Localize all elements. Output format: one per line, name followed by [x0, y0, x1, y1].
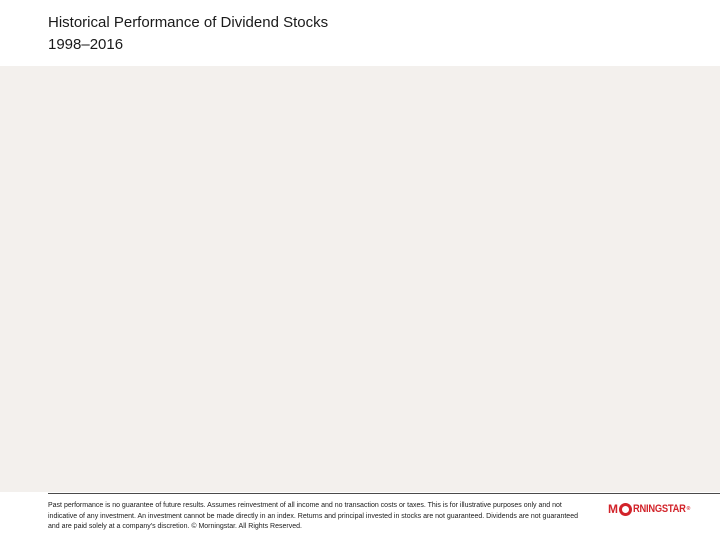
disclaimer-text: Past performance is no guarantee of futu…	[48, 502, 578, 530]
chart-area-placeholder	[0, 66, 720, 492]
page-title: Historical Performance of Dividend Stock…	[48, 14, 329, 31]
logo-letter-m: M	[608, 502, 618, 516]
logo-o-icon	[618, 502, 632, 516]
logo-trademark: ®	[686, 506, 691, 512]
slide-header: Historical Performance of Dividend Stock…	[0, 0, 720, 66]
footer-divider	[48, 493, 720, 494]
morningstar-logo: M RNINGSTAR ®	[608, 500, 690, 518]
logo-wordmark: RNINGSTAR	[632, 503, 686, 515]
page-subtitle: 1998–2016	[48, 36, 124, 53]
